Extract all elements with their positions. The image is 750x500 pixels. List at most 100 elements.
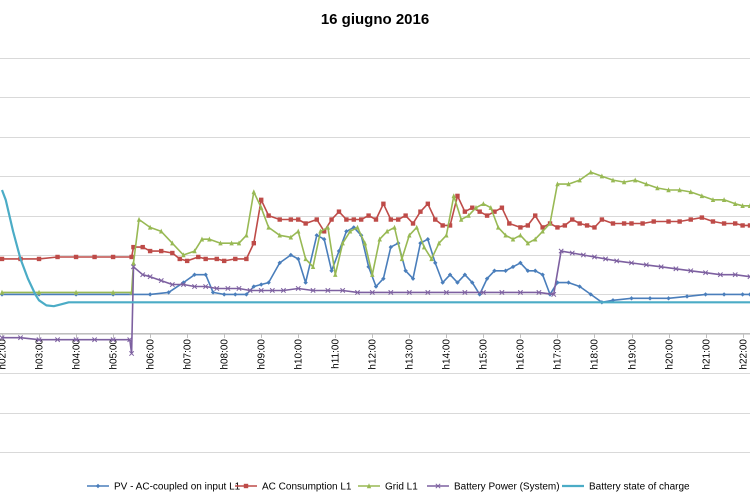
data-point-3-17: [214, 285, 220, 292]
data-point-2-39: [414, 224, 419, 230]
data-point-0-8: [203, 272, 208, 277]
data-point-1-45: [440, 223, 445, 228]
data-point-1-46: [447, 223, 453, 228]
data-point-1-13: [177, 256, 182, 262]
data-point-2-54: [525, 240, 531, 246]
data-point-1-64: [584, 223, 590, 228]
data-point-3-9: [130, 264, 137, 270]
data-point-2-53: [518, 232, 523, 238]
data-point-0-50: [540, 272, 545, 277]
data-point-3-21: [258, 287, 264, 294]
x-tick-label-8: h10:00: [294, 339, 305, 370]
x-tick-label-0: h02:00: [0, 339, 9, 370]
data-point-2-16: [236, 240, 242, 246]
x-tick-label-6: h08:00: [220, 339, 231, 370]
x-tick-label-15: h17:00: [553, 339, 564, 370]
data-point-3-27: [340, 287, 346, 294]
data-point-2-46: [466, 212, 471, 218]
data-point-3-14: [180, 281, 186, 288]
data-point-2-43: [444, 232, 449, 238]
data-point-0-55: [588, 292, 593, 297]
data-point-2-32: [362, 240, 368, 246]
data-point-0-41: [470, 280, 475, 285]
data-point-3-32: [425, 289, 431, 295]
data-point-3-44: [603, 256, 609, 262]
data-point-0-53: [566, 280, 571, 285]
data-point-2-75: [740, 203, 745, 208]
data-point-0-17: [288, 252, 294, 258]
data-point-0-16: [277, 260, 282, 266]
data-point-0-11: [233, 292, 238, 297]
data-point-0-48: [525, 268, 531, 273]
data-point-3-15: [192, 283, 198, 290]
data-point-3-47: [643, 262, 649, 268]
data-point-3-33: [443, 289, 449, 295]
data-point-1-5: [92, 254, 97, 260]
legend-label-0: PV - AC-coupled on input L1: [114, 482, 241, 493]
data-point-3-30: [388, 289, 394, 295]
data-point-3-38: [536, 289, 542, 295]
data-point-2-65: [633, 177, 638, 183]
data-point-1-39: [396, 217, 401, 222]
data-point-1-24: [277, 217, 282, 222]
data-point-1-73: [677, 219, 682, 224]
data-point-0-7: [192, 272, 197, 277]
data-point-2-35: [384, 228, 390, 234]
x-tick-label-17: h19:00: [628, 339, 639, 370]
x-tick-label-11: h13:00: [405, 339, 416, 370]
data-point-2-5: [131, 260, 136, 266]
data-point-2-24: [303, 256, 308, 262]
data-point-1-55: [518, 225, 523, 230]
data-point-2-21: [277, 232, 282, 238]
data-point-2-20: [266, 224, 271, 230]
data-point-1-74: [688, 217, 693, 222]
data-point-0-63: [721, 292, 727, 297]
data-point-3-7: [127, 337, 133, 343]
data-point-1-28: [314, 217, 319, 222]
data-point-3-29: [369, 289, 375, 295]
data-point-2-38: [407, 232, 412, 238]
data-point-3-6: [110, 337, 116, 343]
data-point-3-52: [717, 272, 723, 278]
data-point-0-35: [425, 237, 431, 242]
data-point-1-50: [477, 209, 482, 214]
data-point-3-13: [169, 281, 175, 288]
data-point-2-22: [288, 234, 294, 240]
data-point-2-56: [540, 228, 545, 234]
data-point-2-34: [377, 236, 382, 242]
x-tick-label-5: h07:00: [183, 339, 194, 370]
data-point-1-8: [131, 244, 136, 250]
data-point-0-44: [492, 268, 497, 273]
data-point-1-25: [288, 217, 294, 222]
data-point-1-32: [344, 217, 349, 222]
data-point-3-4: [73, 337, 79, 343]
data-point-1-11: [159, 248, 164, 254]
data-point-1-71: [651, 219, 656, 224]
data-point-2-52: [510, 236, 516, 242]
data-point-1-72: [666, 219, 671, 224]
data-point-3-3: [54, 337, 61, 343]
data-point-3-36: [499, 289, 505, 295]
data-point-2-11: [192, 248, 197, 254]
data-point-2-69: [677, 187, 682, 193]
data-point-2-18: [251, 189, 257, 195]
data-point-1-14: [184, 258, 190, 264]
data-point-2-15: [229, 240, 234, 246]
data-point-3-31: [406, 289, 412, 295]
data-point-1-61: [562, 223, 568, 228]
data-point-3-20: [247, 287, 253, 294]
data-point-3-19: [236, 285, 242, 292]
data-point-1-79: [740, 223, 745, 228]
data-point-2-36: [392, 224, 397, 230]
data-point-0-46: [510, 264, 516, 270]
data-point-3-22: [269, 287, 275, 294]
data-point-1-7: [129, 254, 134, 260]
data-point-1-29: [321, 229, 327, 234]
data-point-2-61: [588, 169, 593, 175]
data-point-0-65: [747, 292, 750, 297]
data-point-2-12: [199, 236, 205, 242]
data-point-1-58: [540, 225, 545, 230]
x-tick-label-10: h12:00: [368, 339, 379, 370]
data-point-0-33: [410, 276, 416, 281]
data-point-1-44: [433, 217, 438, 222]
